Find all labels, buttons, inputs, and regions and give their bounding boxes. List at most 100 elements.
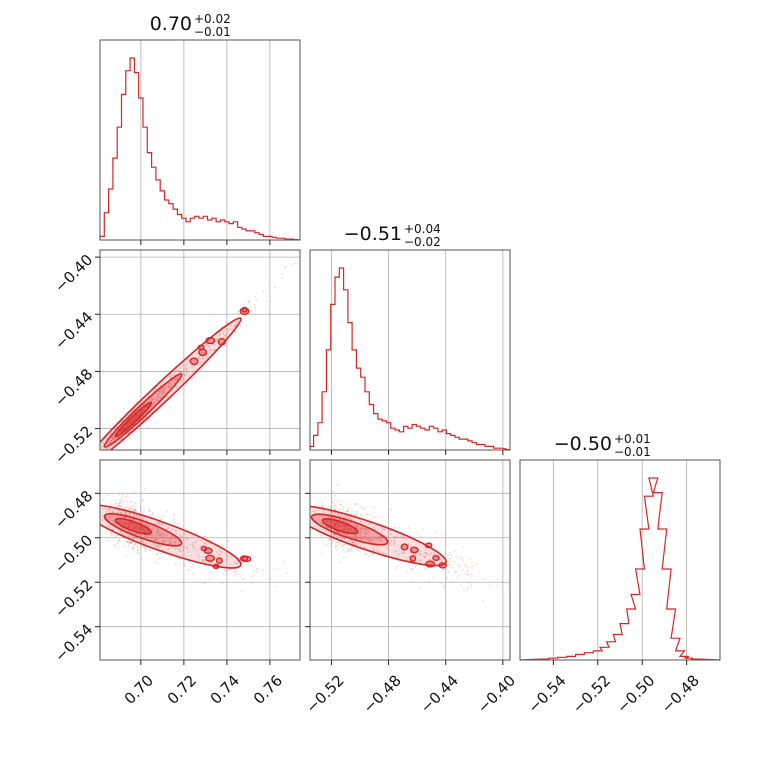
sample-point bbox=[144, 534, 147, 537]
sample-point bbox=[185, 545, 188, 548]
sample-point bbox=[329, 537, 332, 539]
contour-island bbox=[424, 542, 433, 549]
sample-point bbox=[382, 552, 384, 554]
sample-point bbox=[354, 520, 357, 522]
sample-point bbox=[346, 548, 349, 551]
contour-island bbox=[241, 555, 252, 563]
sample-point bbox=[179, 534, 182, 536]
sample-point bbox=[137, 515, 140, 518]
sample-point bbox=[170, 528, 173, 531]
sample-point bbox=[156, 520, 159, 523]
sample-point bbox=[332, 533, 335, 536]
sample-point bbox=[470, 573, 472, 576]
sample-point bbox=[425, 551, 428, 554]
sample-point bbox=[160, 552, 163, 555]
sample-point bbox=[218, 549, 220, 552]
sample-point bbox=[142, 545, 145, 547]
sample-point bbox=[349, 549, 351, 552]
sample-point bbox=[132, 408, 135, 411]
sample-point bbox=[354, 537, 356, 540]
sample-point bbox=[128, 512, 131, 515]
sample-point bbox=[140, 540, 143, 543]
sample-point bbox=[155, 538, 158, 541]
sample-point bbox=[161, 389, 164, 392]
sample-point bbox=[126, 495, 129, 497]
sample-point bbox=[211, 577, 213, 580]
sample-point bbox=[109, 509, 111, 512]
sample-point bbox=[467, 573, 470, 576]
sample-point bbox=[441, 534, 443, 537]
sample-point bbox=[397, 556, 399, 559]
sample-point bbox=[218, 547, 221, 550]
sample-point bbox=[379, 535, 382, 538]
sample-point bbox=[142, 418, 145, 421]
sample-point bbox=[346, 501, 348, 504]
sample-point bbox=[345, 533, 348, 536]
sample-point bbox=[129, 514, 131, 517]
sample-point bbox=[336, 531, 338, 534]
sample-point bbox=[127, 540, 130, 543]
sample-point bbox=[229, 324, 232, 327]
sample-point bbox=[132, 491, 135, 493]
sample-point bbox=[185, 368, 188, 371]
sample-point bbox=[317, 517, 320, 519]
sample-point bbox=[194, 369, 197, 372]
sample-point bbox=[251, 575, 254, 578]
sample-point bbox=[336, 540, 339, 542]
sample-point bbox=[200, 351, 203, 354]
sample-point bbox=[130, 541, 132, 544]
sample-point bbox=[266, 300, 268, 302]
sample-point bbox=[141, 517, 144, 520]
sample-point bbox=[108, 446, 110, 449]
sample-point bbox=[182, 548, 185, 551]
sample-point bbox=[231, 328, 234, 331]
sample-point bbox=[354, 548, 357, 550]
sample-point bbox=[344, 534, 347, 537]
histogram-line bbox=[309, 267, 511, 451]
sample-point bbox=[420, 560, 423, 563]
sample-point bbox=[132, 548, 135, 550]
sample-point bbox=[363, 546, 366, 548]
sample-point bbox=[132, 513, 135, 516]
sample-point bbox=[148, 541, 151, 544]
sample-point bbox=[234, 568, 237, 571]
sample-point bbox=[135, 509, 138, 512]
sample-point bbox=[130, 540, 133, 543]
sample-point bbox=[418, 553, 421, 556]
x-tick-label: 0.72 bbox=[164, 672, 200, 708]
sample-point bbox=[360, 530, 362, 533]
sample-point bbox=[201, 560, 204, 562]
sample-point bbox=[334, 530, 337, 533]
sample-point bbox=[351, 541, 354, 544]
sample-point bbox=[120, 512, 123, 515]
sample-point bbox=[432, 551, 435, 554]
sample-point bbox=[440, 582, 443, 585]
sample-point bbox=[350, 536, 353, 538]
sample-point bbox=[424, 547, 427, 549]
sample-point bbox=[204, 356, 207, 359]
sample-point bbox=[236, 312, 239, 315]
sample-point bbox=[254, 303, 256, 306]
sample-point bbox=[242, 579, 244, 581]
y-tick-label: −0.54 bbox=[51, 620, 96, 665]
sample-point bbox=[165, 391, 168, 393]
sample-point bbox=[127, 506, 130, 509]
x-tick-label: −0.52 bbox=[302, 672, 347, 717]
sample-point bbox=[380, 539, 382, 542]
sample-point bbox=[367, 539, 370, 542]
sample-point bbox=[156, 393, 159, 396]
sample-point bbox=[145, 542, 148, 544]
sample-point bbox=[373, 548, 375, 551]
sample-point bbox=[462, 559, 465, 561]
sample-point bbox=[109, 525, 112, 528]
sample-point bbox=[129, 430, 132, 433]
sample-point bbox=[108, 507, 111, 510]
sample-point bbox=[338, 542, 340, 544]
panel-frame bbox=[519, 459, 721, 661]
sample-point bbox=[224, 568, 226, 571]
sample-point bbox=[143, 546, 146, 549]
sample-point bbox=[111, 435, 114, 438]
sample-point bbox=[448, 560, 450, 563]
sample-point bbox=[170, 376, 173, 379]
sample-point bbox=[156, 527, 159, 530]
